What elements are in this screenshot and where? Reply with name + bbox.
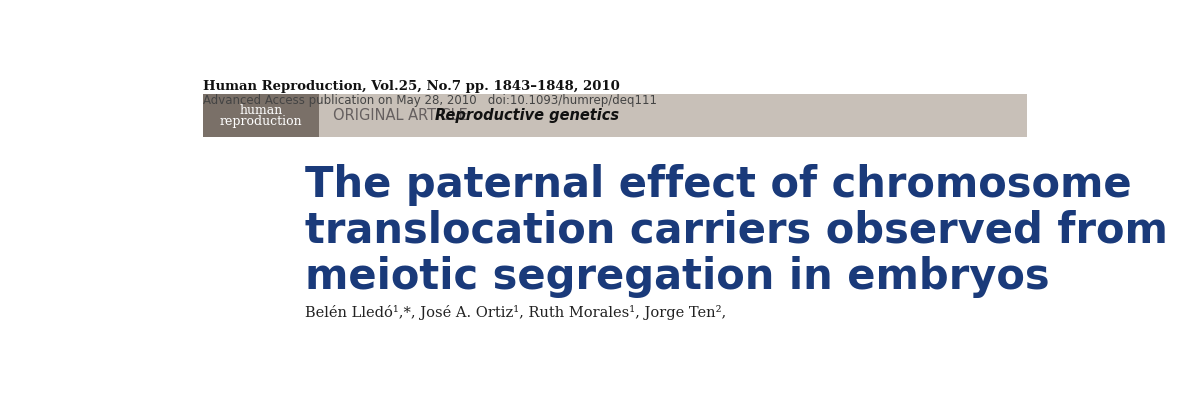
Text: translocation carriers observed from: translocation carriers observed from [305,210,1168,252]
Bar [203,94,1027,136]
Text: Human Reproduction, Vol.25, No.7 pp. 1843–1848, 2010: Human Reproduction, Vol.25, No.7 pp. 184… [203,80,619,93]
Text: Belén Lledó¹,*, José A. Ortiz¹, Ruth Morales¹, Jorge Ten²,: Belén Lledó¹,*, José A. Ortiz¹, Ruth Mor… [305,305,726,320]
Text: reproduction: reproduction [220,115,302,128]
Text: The paternal effect of chromosome: The paternal effect of chromosome [305,164,1132,206]
Bar [203,94,319,136]
Text: human: human [239,104,282,117]
Text: Advanced Access publication on May 28, 2010   doi:10.1093/humrep/deq111: Advanced Access publication on May 28, 2… [203,94,656,107]
Text: Reproductive genetics: Reproductive genetics [436,108,619,123]
Text: meiotic segregation in embryos: meiotic segregation in embryos [305,256,1050,298]
Text: ORIGINAL ARTICLE: ORIGINAL ARTICLE [332,108,473,123]
